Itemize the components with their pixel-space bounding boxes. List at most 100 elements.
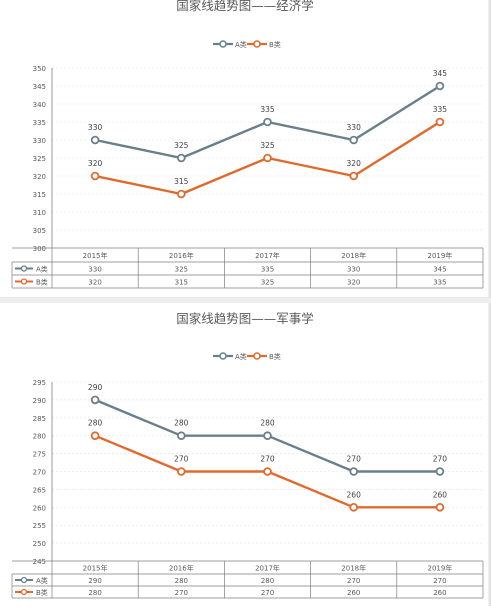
table-cell: 290 — [88, 577, 101, 585]
legend-item: B类 — [247, 352, 281, 361]
table-series-name: A类 — [36, 265, 48, 274]
data-point — [435, 117, 445, 127]
data-label: 270 — [174, 455, 189, 464]
data-point — [349, 503, 359, 512]
legend-marker — [253, 352, 261, 360]
table-series-name: A类 — [36, 576, 48, 585]
legend-item: B类 — [247, 40, 281, 49]
data-label: 280 — [260, 419, 275, 428]
table-key-marker — [20, 588, 28, 596]
y-tick-label: 290 — [33, 397, 46, 405]
data-label: 345 — [433, 69, 448, 78]
data-point — [90, 135, 100, 145]
data-label: 320 — [88, 159, 103, 168]
data-point — [90, 431, 100, 441]
table-cell: 270 — [433, 577, 446, 585]
data-label: 270 — [433, 455, 448, 464]
data-point — [349, 171, 359, 181]
x-tick-label: 2018年 — [341, 564, 366, 573]
x-tick-label: 2019年 — [427, 251, 452, 260]
legend-marker — [219, 352, 227, 360]
x-tick-label: 2017年 — [255, 564, 280, 573]
y-tick-label: 340 — [33, 101, 46, 109]
y-tick-label: 330 — [33, 137, 46, 145]
y-tick-label: 265 — [33, 486, 46, 494]
data-point — [435, 467, 445, 476]
y-tick-label: 350 — [33, 65, 46, 73]
table-cell: 330 — [347, 266, 360, 274]
table-key-marker — [20, 265, 28, 272]
legend-item: A类 — [213, 352, 247, 361]
table-cell: 325 — [261, 279, 274, 287]
y-tick-label: 315 — [33, 191, 46, 199]
x-tick-label: 2018年 — [341, 251, 366, 260]
data-point — [177, 189, 186, 199]
x-tick-label: 2016年 — [169, 564, 194, 573]
legend-label: B类 — [269, 40, 281, 49]
legend-label: B类 — [269, 352, 281, 361]
table-cell: 320 — [88, 279, 101, 287]
data-label: 325 — [260, 141, 275, 150]
economics-chart: 国家线趋势图——经济学 A类 B类 300 305 310 315 320 325 330 335 3… — [11, 0, 484, 289]
data-point — [263, 153, 272, 163]
x-tick-label: 2015年 — [83, 251, 108, 260]
x-tick-label: 2015年 — [83, 564, 108, 573]
y-tick-label: 245 — [33, 558, 46, 566]
panel-shadow — [488, 0, 491, 300]
data-label: 330 — [347, 123, 362, 132]
table-cell: 270 — [347, 577, 360, 585]
chart-title: 国家线趋势图——军事学 — [176, 311, 314, 326]
x-tick-label: 2017年 — [255, 251, 280, 260]
y-tick-label: 325 — [33, 155, 46, 163]
data-label: 290 — [88, 383, 103, 392]
table-cell: 320 — [347, 279, 360, 287]
data-point — [263, 431, 272, 441]
data-label: 315 — [174, 177, 189, 186]
table-cell: 315 — [175, 279, 188, 287]
table-cell: 345 — [433, 266, 446, 274]
data-point — [90, 171, 100, 181]
economics-chart-panel: 国家线趋势图——经济学 A类 B类 300 305 310 315 320 325 330 335 3… — [0, 0, 491, 300]
data-point — [349, 135, 359, 145]
y-tick-label: 305 — [33, 227, 46, 235]
data-point — [177, 467, 186, 476]
data-point — [349, 467, 359, 476]
legend-marker — [253, 40, 261, 48]
table-cell: 335 — [261, 266, 274, 274]
table-cell: 280 — [88, 589, 101, 597]
data-label: 325 — [174, 141, 189, 150]
data-label: 320 — [347, 159, 362, 168]
military-chart-panel: 国家线趋势图——军事学 A类 B类 245 250 255 260 265 270 275 280 2… — [0, 303, 491, 606]
data-label: 335 — [260, 105, 275, 114]
x-tick-label: 2016年 — [169, 251, 194, 260]
data-label: 280 — [174, 419, 189, 428]
y-tick-label: 300 — [33, 245, 46, 253]
table-key-marker — [20, 576, 28, 584]
chart-separator — [0, 298, 491, 303]
y-tick-label: 255 — [33, 522, 46, 530]
data-point — [177, 153, 186, 163]
data-label: 270 — [260, 455, 275, 464]
data-label: 330 — [88, 123, 103, 132]
y-tick-label: 335 — [33, 119, 46, 127]
table-cell: 330 — [88, 266, 101, 274]
table-cell: 260 — [433, 589, 446, 597]
data-label: 335 — [433, 105, 448, 114]
y-tick-label: 310 — [33, 209, 46, 217]
data-point — [435, 503, 445, 512]
data-point — [90, 395, 100, 405]
y-tick-label: 345 — [33, 83, 46, 91]
y-tick-label: 260 — [33, 504, 46, 512]
table-cell: 260 — [347, 589, 360, 597]
chart-title: 国家线趋势图——经济学 — [176, 0, 314, 13]
data-label: 280 — [88, 419, 103, 428]
data-label: 270 — [347, 455, 362, 464]
y-tick-label: 285 — [33, 415, 46, 423]
y-tick-label: 250 — [33, 540, 46, 548]
table-series-name: B类 — [36, 588, 48, 597]
legend-item: A类 — [213, 40, 247, 49]
military-chart: 国家线趋势图——军事学 A类 B类 245 250 255 260 265 270 275 280 2… — [11, 311, 484, 599]
table-cell: 270 — [175, 589, 188, 597]
y-tick-label: 275 — [33, 451, 46, 459]
y-tick-label: 295 — [33, 379, 46, 387]
